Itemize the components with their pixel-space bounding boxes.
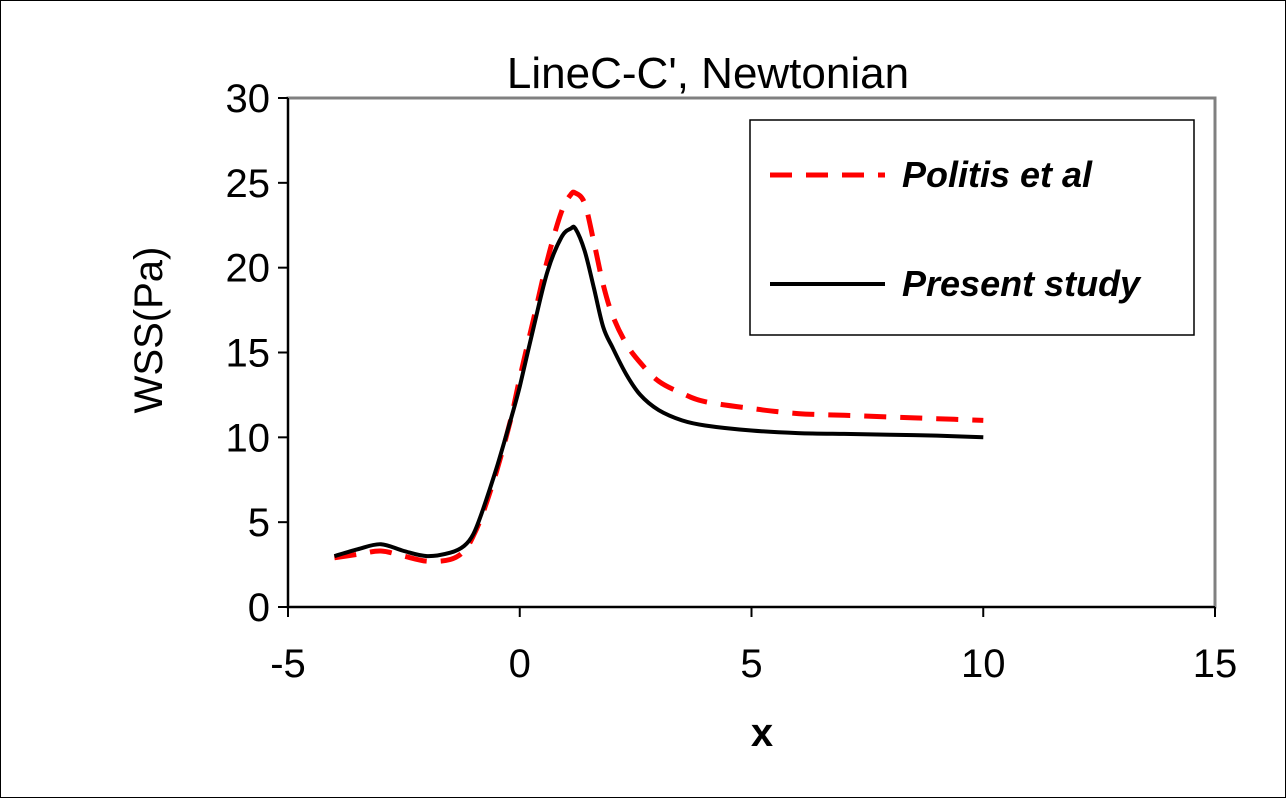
legend: Politis et al Present study: [749, 119, 1195, 336]
y-tick-label: 20: [226, 247, 271, 291]
x-tick-label: -5: [270, 642, 306, 686]
chart-title: LineC-C', Newtonian: [507, 49, 909, 98]
y-tick-label: 15: [226, 332, 271, 376]
x-tick-label: 15: [1193, 642, 1238, 686]
y-tick-label: 30: [226, 77, 271, 121]
x-tick-label: 10: [961, 642, 1006, 686]
y-tick-label: 10: [226, 416, 271, 460]
series-line-politis: [334, 189, 984, 564]
x-axis-title: x: [751, 711, 773, 755]
legend-label-politis: Politis et al: [902, 154, 1093, 195]
y-tick-label: 0: [248, 586, 270, 630]
legend-box: [749, 119, 1195, 336]
y-tick-label: 5: [248, 501, 270, 545]
x-tick-label: 0: [509, 642, 531, 686]
y-axis-title: WSS(Pa): [127, 247, 171, 414]
y-tick-label: 25: [226, 162, 271, 206]
x-tick-label: 5: [740, 642, 762, 686]
legend-label-present: Present study: [902, 263, 1142, 304]
series-line-present-study: [333, 224, 984, 559]
